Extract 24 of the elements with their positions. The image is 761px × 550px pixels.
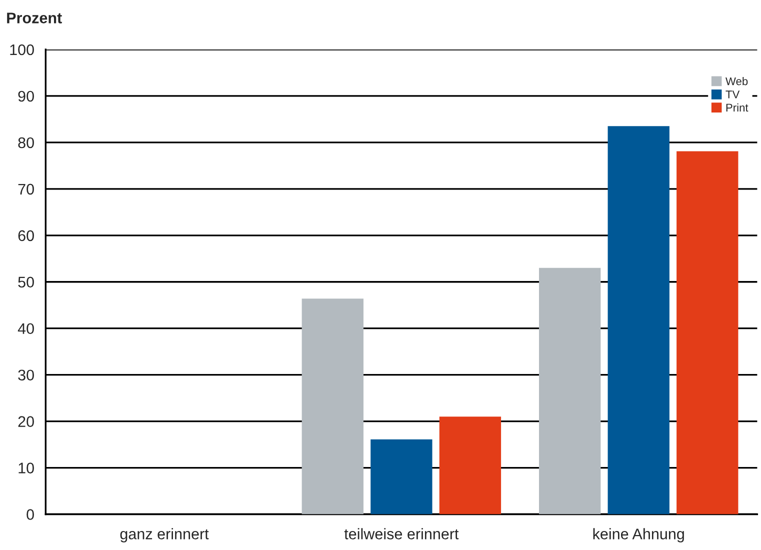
bar bbox=[676, 151, 738, 514]
y-tick-label: 40 bbox=[18, 323, 34, 334]
y-tick-label: 0 bbox=[26, 509, 34, 520]
x-tick-label: ganz erinnert bbox=[120, 528, 209, 542]
legend-label: Web bbox=[726, 77, 748, 86]
y-tick-label: 30 bbox=[18, 370, 34, 381]
y-tick-label: 70 bbox=[18, 184, 34, 195]
legend-label: TV bbox=[726, 90, 740, 98]
bar bbox=[370, 439, 432, 514]
y-axis-title: Prozent bbox=[7, 12, 62, 24]
x-tick-label: teilweise erinnert bbox=[344, 528, 459, 540]
bar bbox=[302, 298, 364, 514]
bar bbox=[439, 416, 502, 514]
y-tick-label: 80 bbox=[18, 137, 34, 148]
bar bbox=[608, 126, 670, 514]
y-tick-label: 100 bbox=[10, 44, 34, 56]
bar bbox=[538, 268, 601, 514]
y-tick-label: 90 bbox=[18, 90, 34, 102]
legend-label: Print bbox=[726, 103, 748, 112]
y-tick-label: 20 bbox=[18, 416, 34, 427]
y-tick-label: 50 bbox=[18, 276, 34, 288]
x-tick-label: keine Ahnung bbox=[593, 528, 684, 542]
y-tick-label: 10 bbox=[18, 462, 34, 474]
y-tick-label: 60 bbox=[18, 230, 34, 242]
